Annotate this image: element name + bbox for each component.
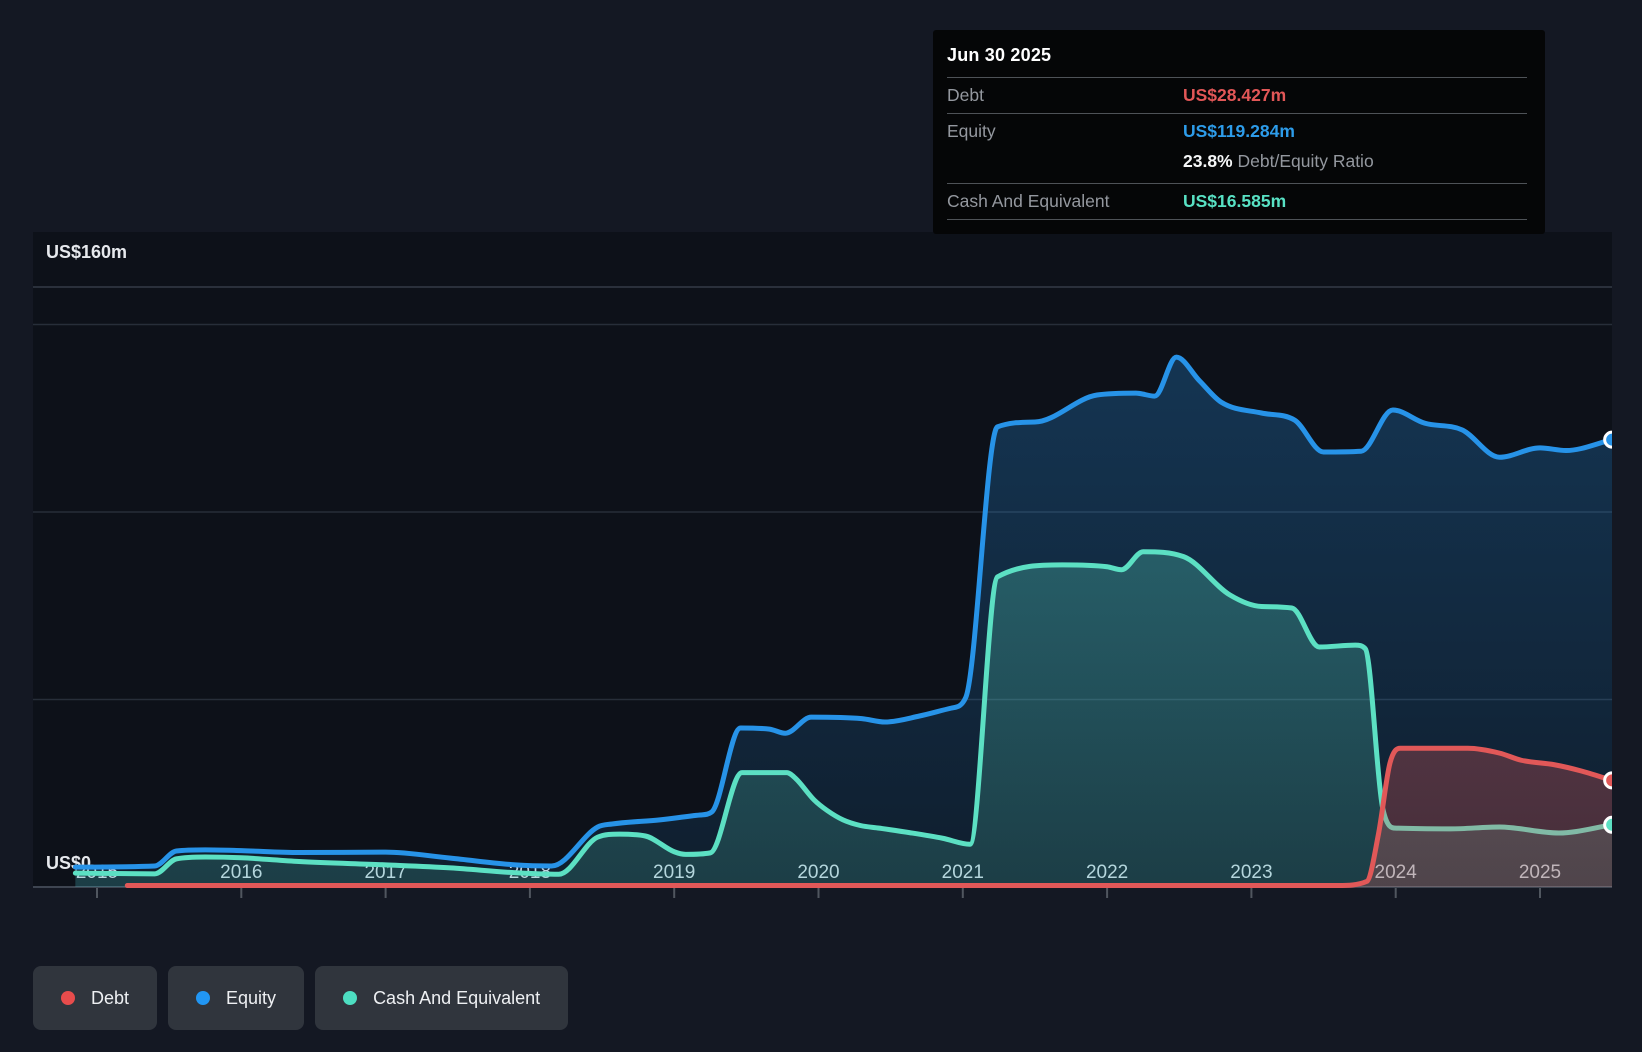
cash-and-equivalent-area [75,551,1612,887]
tooltip-ratio-label: Debt/Equity Ratio [1237,151,1374,171]
tooltip-row-equity: Equity US$119.284m [947,113,1527,149]
tooltip-cash-value: US$16.585m [1183,191,1287,211]
y-axis-max-label: US$160m [46,242,127,262]
legend-button-debt[interactable]: Debt [33,966,158,1030]
debt-dot-icon [61,991,75,1005]
tooltip-equity-value: US$119.284m [1183,121,1295,141]
debt-end-marker [1603,771,1612,790]
legend-debt-label: Debt [91,987,130,1008]
tooltip-cash-label: Cash And Equivalent [947,191,1110,211]
tooltip-footer-divider [947,219,1527,234]
tooltip-equity-label: Equity [947,121,996,141]
tooltip-row-debt: Debt US$28.427m [947,77,1527,113]
tooltip-row-cash: Cash And Equivalent US$16.585m [947,183,1527,219]
legend-button-cash[interactable]: Cash And Equivalent [315,966,569,1030]
cash-and-equivalent-line [72,549,1612,877]
debt-area [127,748,1612,887]
legend-equity-label: Equity [226,987,277,1008]
equity-line [72,354,1612,870]
legend-cash-label: Cash And Equivalent [373,987,541,1008]
tooltip-ratio-value: 23.8% [1183,151,1233,171]
cash-and-equivalent-end-marker [1603,815,1612,834]
equity-dot-icon [196,991,211,1005]
tooltip-date: Jun 30 2025 [947,45,1052,65]
legend-button-equity[interactable]: Equity [168,966,305,1030]
tooltip-debt-value: US$28.427m [1183,85,1287,105]
debt-line [124,745,1612,889]
tooltip-panel: Jun 30 2025 Debt US$28.427m Equity US$11… [933,30,1545,234]
tooltip-debt-label: Debt [947,85,984,105]
equity-end-marker [1603,430,1612,449]
legend: Debt Equity Cash And Equivalent [33,966,569,1030]
cash-dot-icon [343,991,358,1005]
tooltip-row-ratio: 23.8% Debt/Equity Ratio [947,149,1527,183]
